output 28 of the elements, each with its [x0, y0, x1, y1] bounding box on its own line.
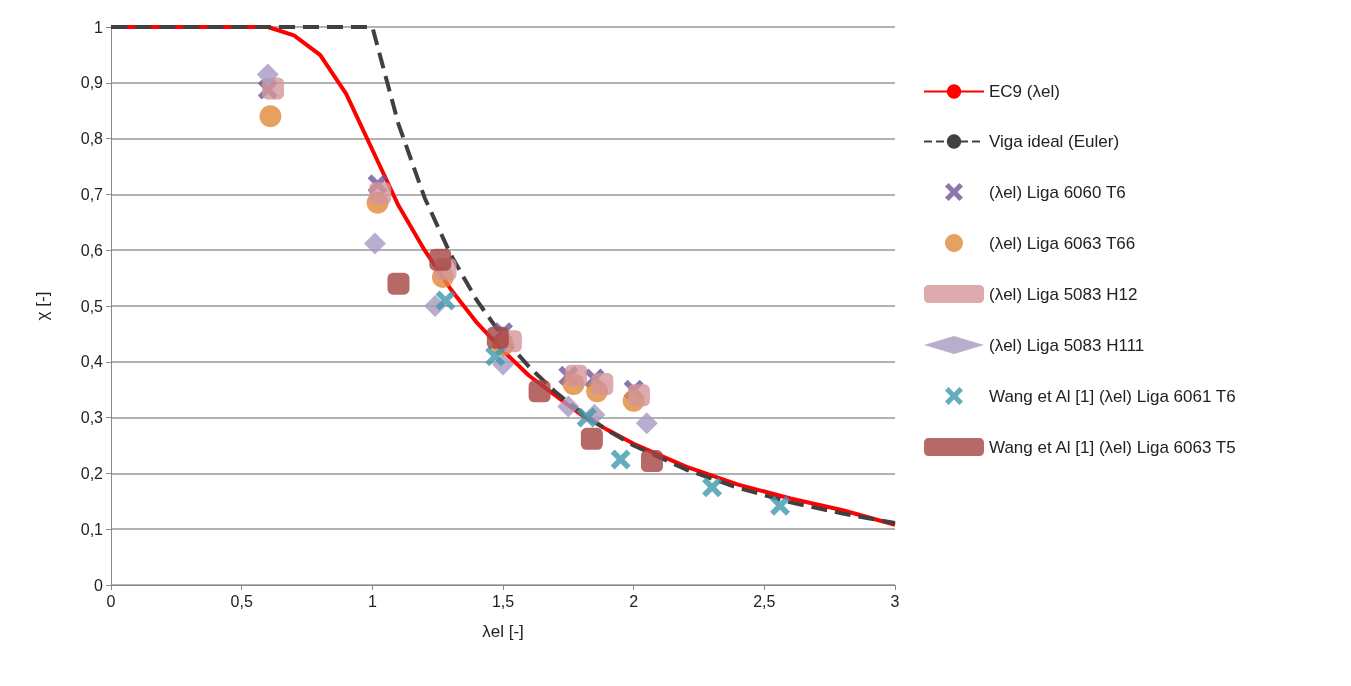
y-tick-label: 0 [94, 576, 104, 594]
y-tick-label: 0,3 [80, 409, 104, 427]
x-tick-label: 0,5 [230, 592, 253, 610]
y-axis-title: χ [-] [33, 291, 52, 321]
y-tick-label: 0,5 [80, 297, 104, 315]
y-tick-label: 0,7 [80, 185, 104, 203]
legend-label: Wang et Al [1] (λel) Liga 6063 T5 [989, 437, 1236, 457]
y-tick-label: 0,8 [80, 130, 104, 148]
y-tick-label: 0,2 [80, 464, 104, 482]
y-tick-label: 1 [94, 18, 104, 36]
x-tick-label: 0 [106, 592, 116, 610]
legend-label: Viga ideal (Euler) [989, 132, 1120, 151]
y-tick-label: 0,1 [80, 520, 104, 538]
y-tick-label: 0,9 [80, 74, 104, 92]
legend-label: EC9 (λel) [989, 82, 1060, 101]
legend-label: Wang et Al [1] (λel) Liga 6061 T6 [989, 386, 1236, 406]
x-tick-label: 2,5 [753, 592, 776, 610]
legend-label: (λel) Liga 5083 H12 [989, 284, 1138, 304]
x-tick-label: 1 [367, 592, 377, 610]
y-tick-label: 0,4 [80, 353, 104, 371]
x-tick-label: 1,5 [491, 592, 515, 610]
x-axis-title: λel [-] [482, 622, 524, 641]
x-tick-label: 2 [629, 592, 639, 610]
legend-label: (λel) Liga 5083 H111 [989, 335, 1145, 355]
x-tick-label: 3 [890, 592, 900, 610]
legend-label: (λel) Liga 6060 T6 [989, 182, 1126, 202]
y-tick-label: 0,6 [80, 241, 104, 259]
legend-label: (λel) Liga 6063 T66 [989, 233, 1136, 253]
